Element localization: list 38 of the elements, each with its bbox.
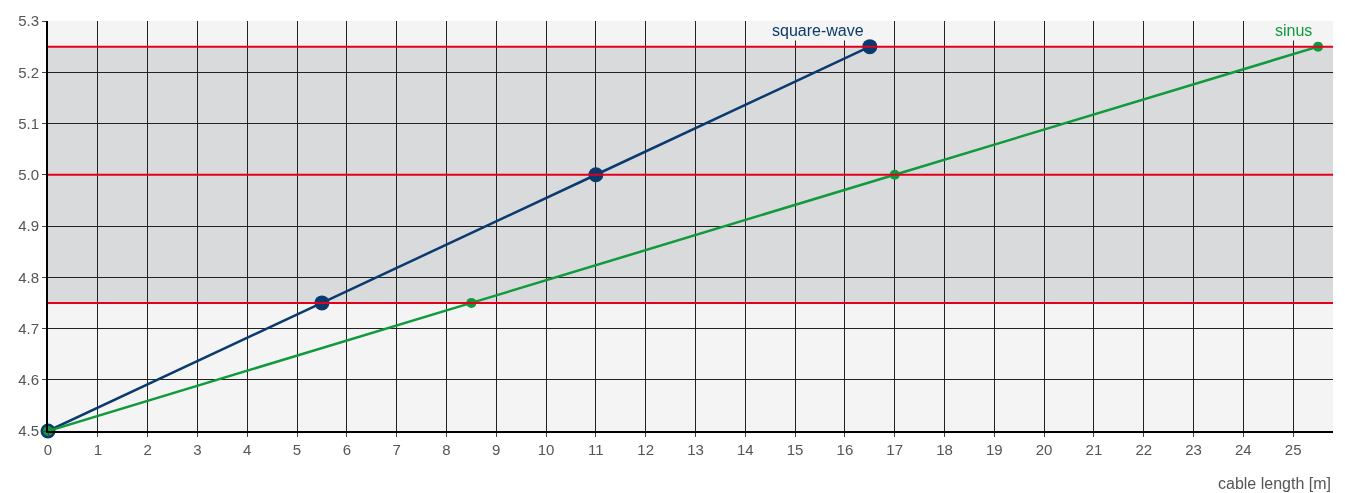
- x-tick-label: 6: [342, 441, 352, 458]
- y-tick-label: 5.2: [18, 63, 39, 81]
- y-tick-label: 5.1: [18, 114, 39, 132]
- x-tick-label: 16: [836, 441, 854, 458]
- x-tick-label: 7: [392, 441, 401, 458]
- y-tick-label: 4.7: [18, 319, 39, 337]
- y-tick-label: 4.9: [18, 217, 39, 235]
- x-tick-label: 13: [687, 441, 704, 458]
- x-tick-label: 3: [193, 441, 202, 458]
- x-tick-label: 21: [1085, 441, 1103, 458]
- series-label: sinus: [1275, 22, 1313, 39]
- y-tick-label: 4.6: [18, 371, 39, 388]
- x-tick-label: 20: [1035, 441, 1053, 458]
- x-tick-label: 25: [1284, 441, 1302, 458]
- x-tick-label: 12: [637, 441, 655, 458]
- x-tick-label: 5: [292, 441, 302, 458]
- y-tick-label: 5.0: [18, 166, 39, 183]
- x-tick-label: 18: [936, 441, 953, 458]
- x-tick-label: 9: [492, 441, 501, 458]
- x-tick-label: 2: [143, 441, 152, 458]
- x-tick-label: 8: [442, 441, 451, 458]
- y-tick-label: 5.3: [18, 12, 39, 30]
- series-label: square-wave: [772, 22, 864, 39]
- x-tick-label: 15: [786, 441, 804, 458]
- x-tick-label: 10: [537, 441, 555, 458]
- x-tick-label: 17: [886, 441, 904, 458]
- x-tick-label: 1: [93, 441, 102, 458]
- x-tick-label: 0: [43, 441, 53, 458]
- x-tick-label: 19: [985, 441, 1003, 458]
- x-tick-label: 14: [736, 441, 754, 458]
- x-tick-label: 11: [588, 441, 604, 458]
- x-tick-label: 4: [243, 441, 252, 458]
- x-axis-title: cable length [m]: [1218, 475, 1331, 492]
- x-tick-label: 23: [1185, 441, 1202, 458]
- x-tick-label: 22: [1135, 441, 1153, 458]
- y-tick-label: 4.5: [18, 422, 39, 440]
- y-tick-label: 4.8: [18, 268, 39, 286]
- x-tick-label: 24: [1235, 441, 1252, 458]
